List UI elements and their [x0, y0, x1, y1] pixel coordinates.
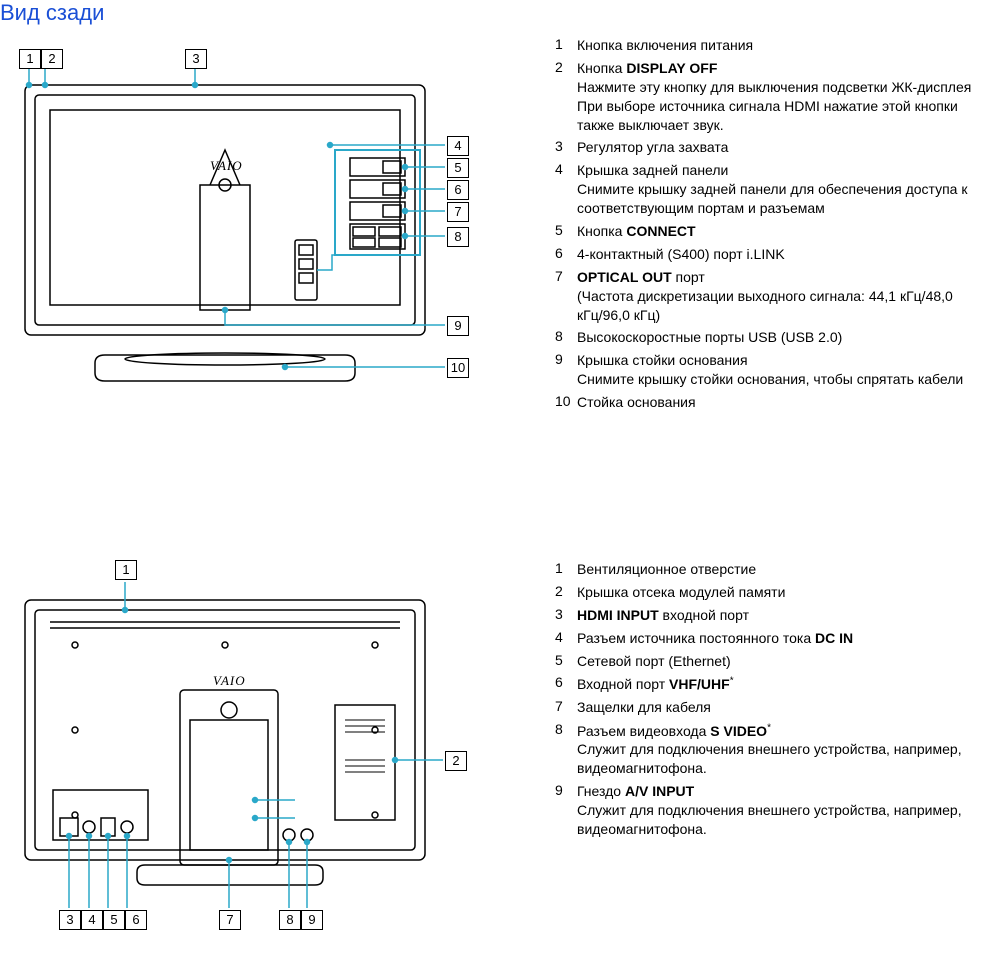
callout-8: 8	[447, 227, 469, 247]
callout-b7: 7	[219, 910, 241, 930]
page-title: Вид сзади	[0, 0, 104, 26]
legend-item: 1Вентиляционное отверстие	[555, 560, 995, 579]
legend-item-number: 4	[555, 629, 577, 645]
legend-item-number: 3	[555, 138, 577, 154]
legend-item-text: Защелки для кабеля	[577, 698, 995, 717]
legend-item: 9Крышка стойки основанияСнимите крышку с…	[555, 351, 995, 389]
legend-item: 3HDMI INPUT входной порт	[555, 606, 995, 625]
legend-item: 7OPTICAL OUT порт(Частота дискретизации …	[555, 268, 995, 325]
legend-item-number: 6	[555, 674, 577, 690]
legend-item-number: 5	[555, 222, 577, 238]
callout-9: 9	[447, 316, 469, 336]
callout-2: 2	[41, 49, 63, 69]
legend-item-number: 2	[555, 59, 577, 75]
legend-item-text: Кнопка CONNECT	[577, 222, 995, 241]
legend-item-text: Разъем источника постоянного тока DC IN	[577, 629, 995, 648]
legend-item-number: 9	[555, 351, 577, 367]
legend-item: 6Входной порт VHF/UHF*	[555, 674, 995, 694]
legend-item-text: Крышка стойки основанияСнимите крышку ст…	[577, 351, 995, 389]
legend-item-number: 1	[555, 36, 577, 52]
legend-item-text: Крышка задней панелиСнимите крышку задне…	[577, 161, 995, 218]
legend-item-number: 7	[555, 268, 577, 284]
callout-b9: 9	[301, 910, 323, 930]
legend-item-text: Входной порт VHF/UHF*	[577, 674, 995, 694]
callout-1: 1	[19, 49, 41, 69]
legend-item: 8Разъем видеовхода S VIDEO*Служит для по…	[555, 721, 995, 778]
legend-item-text: 4-контактный (S400) порт i.LINK	[577, 245, 995, 264]
diagram-rear-top: VAIO	[5, 55, 485, 415]
legend-item-number: 9	[555, 782, 577, 798]
legend-item-text: Вентиляционное отверстие	[577, 560, 995, 579]
legend-item: 1Кнопка включения питания	[555, 36, 995, 55]
callout-b8: 8	[279, 910, 301, 930]
legend-item-number: 10	[555, 393, 577, 409]
legend-item-text: Кнопка DISPLAY OFFНажмите эту кнопку для…	[577, 59, 995, 135]
callout-6: 6	[447, 180, 469, 200]
legend-item-text: Регулятор угла захвата	[577, 138, 995, 157]
legend-item-number: 3	[555, 606, 577, 622]
legend-item-text: HDMI INPUT входной порт	[577, 606, 995, 625]
legend-item: 8Высокоскоростные порты USB (USB 2.0)	[555, 328, 995, 347]
callout-b6: 6	[125, 910, 147, 930]
callout-b3: 3	[59, 910, 81, 930]
legend-item-text: Гнездо A/V INPUTСлужит для подключения в…	[577, 782, 995, 839]
legend-item-text: Сетевой порт (Ethernet)	[577, 652, 995, 671]
legend-item-number: 4	[555, 161, 577, 177]
vaio-logo-top: VAIO	[210, 158, 243, 173]
legend-item-text: Разъем видеовхода S VIDEO*Служит для под…	[577, 721, 995, 778]
legend-item-number: 2	[555, 583, 577, 599]
callout-b4: 4	[81, 910, 103, 930]
legend-item: 5Кнопка CONNECT	[555, 222, 995, 241]
diagram-rear-top-svg: VAIO	[5, 55, 485, 415]
legend-item-text: Высокоскоростные порты USB (USB 2.0)	[577, 328, 995, 347]
legend-item: 4Разъем источника постоянного тока DC IN	[555, 629, 995, 648]
legend-item: 4Крышка задней панелиСнимите крышку задн…	[555, 161, 995, 218]
legend-item-number: 8	[555, 328, 577, 344]
legend-item: 10Стойка основания	[555, 393, 995, 412]
diagram-rear-bottom-svg: VAIO	[5, 560, 485, 950]
vaio-logo-bottom: VAIO	[213, 673, 246, 688]
legend-item: 9Гнездо A/V INPUTСлужит для подключения …	[555, 782, 995, 839]
callout-10: 10	[447, 358, 469, 378]
legend-item-number: 6	[555, 245, 577, 261]
legend-item-text: OPTICAL OUT порт(Частота дискретизации в…	[577, 268, 995, 325]
callout-b5: 5	[103, 910, 125, 930]
legend-item-number: 7	[555, 698, 577, 714]
callout-b1: 1	[115, 560, 137, 580]
callout-4: 4	[447, 136, 469, 156]
legend-item: 7Защелки для кабеля	[555, 698, 995, 717]
legend-item: 5Сетевой порт (Ethernet)	[555, 652, 995, 671]
legend-item-text: Стойка основания	[577, 393, 995, 412]
callout-7: 7	[447, 202, 469, 222]
legend-item: 2Кнопка DISPLAY OFFНажмите эту кнопку дл…	[555, 59, 995, 135]
legend-item-number: 1	[555, 560, 577, 576]
legend-bottom: 1Вентиляционное отверстие2Крышка отсека …	[555, 560, 995, 843]
legend-item: 2Крышка отсека модулей памяти	[555, 583, 995, 602]
legend-item-text: Крышка отсека модулей памяти	[577, 583, 995, 602]
callout-b2: 2	[445, 751, 467, 771]
callout-3: 3	[185, 49, 207, 69]
legend-item-number: 8	[555, 721, 577, 737]
legend-item-number: 5	[555, 652, 577, 668]
callout-5: 5	[447, 158, 469, 178]
legend-item-text: Кнопка включения питания	[577, 36, 995, 55]
legend-item: 64-контактный (S400) порт i.LINK	[555, 245, 995, 264]
legend-top: 1Кнопка включения питания2Кнопка DISPLAY…	[555, 36, 995, 416]
legend-item: 3Регулятор угла захвата	[555, 138, 995, 157]
diagram-rear-bottom: VAIO 1 2	[5, 560, 485, 950]
